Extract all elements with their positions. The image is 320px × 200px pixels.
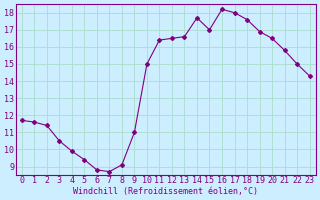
X-axis label: Windchill (Refroidissement éolien,°C): Windchill (Refroidissement éolien,°C) [73, 187, 258, 196]
